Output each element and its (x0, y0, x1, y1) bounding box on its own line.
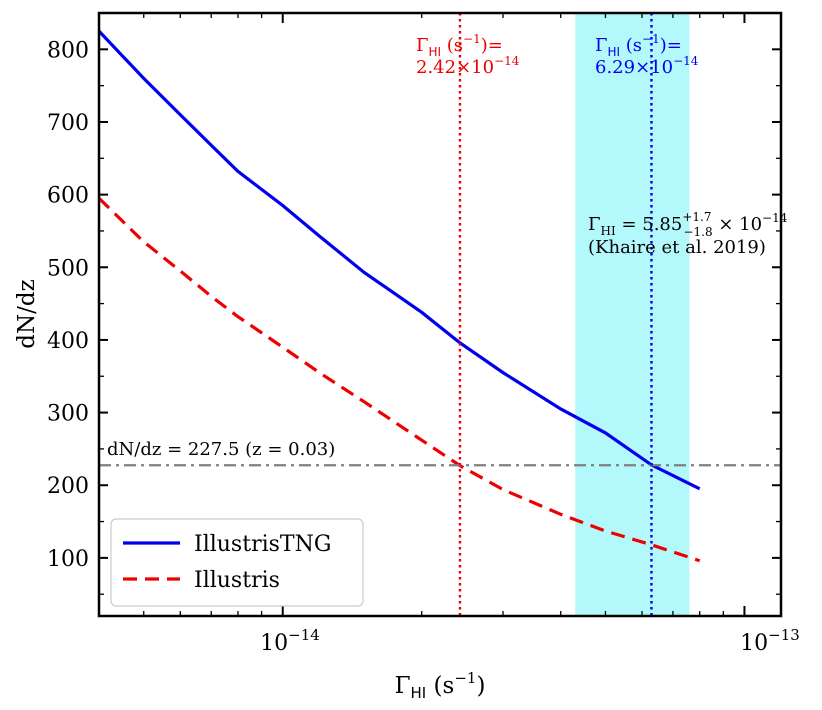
legend-label-illustristng: IllustrisTNG (194, 532, 331, 557)
x-tick-label-1e-14: 10−14 (260, 626, 320, 656)
illustris-gamma-label-line2: 2.42×10−14 (416, 54, 520, 78)
y-tick-label-300: 300 (47, 402, 89, 427)
series-line-illustristng (99, 30, 701, 491)
illustristng-gamma-label-line1: ΓHI (s−1)= (595, 32, 682, 59)
y-tick-label-400: 400 (47, 329, 89, 354)
y-tick-label-700: 700 (47, 111, 89, 136)
y-tick-label-800: 800 (47, 38, 89, 63)
legend-box (110, 518, 364, 607)
series-line-illustris (99, 197, 701, 563)
y-tick-labels: 100 200 300 400 500 600 700 800 (47, 38, 89, 572)
y-tick-label-200: 200 (47, 474, 89, 499)
y-tick-label-500: 500 (47, 256, 89, 281)
axis-ticks (99, 12, 781, 616)
x-tick-label-1e-13: 10−13 (740, 626, 800, 656)
illustris-gamma-label-line1: ΓHI (s−1)= (416, 32, 503, 59)
illustristng-gamma-label-line2: 6.29×10−14 (595, 54, 699, 78)
uvb-range-band (575, 13, 690, 616)
legend-label-illustris: Illustris (194, 568, 280, 593)
y-tick-label-600: 600 (47, 184, 89, 209)
reference-hline-label: dN/dz = 227.5 (z = 0.03) (107, 439, 335, 460)
plot-frame (97, 11, 783, 618)
x-axis-label: ΓHI (s−1) (395, 669, 486, 702)
khaire-gamma-label-line1: ΓHI = 5.85+1.7 −1.8 × 10−14 (588, 210, 788, 239)
khaire-gamma-label-line2: (Khaire et al. 2019) (588, 237, 766, 258)
y-axis-label: dN/dz (14, 279, 40, 348)
y-tick-label-100: 100 (47, 547, 89, 572)
legend: IllustrisTNG Illustris (110, 518, 364, 607)
